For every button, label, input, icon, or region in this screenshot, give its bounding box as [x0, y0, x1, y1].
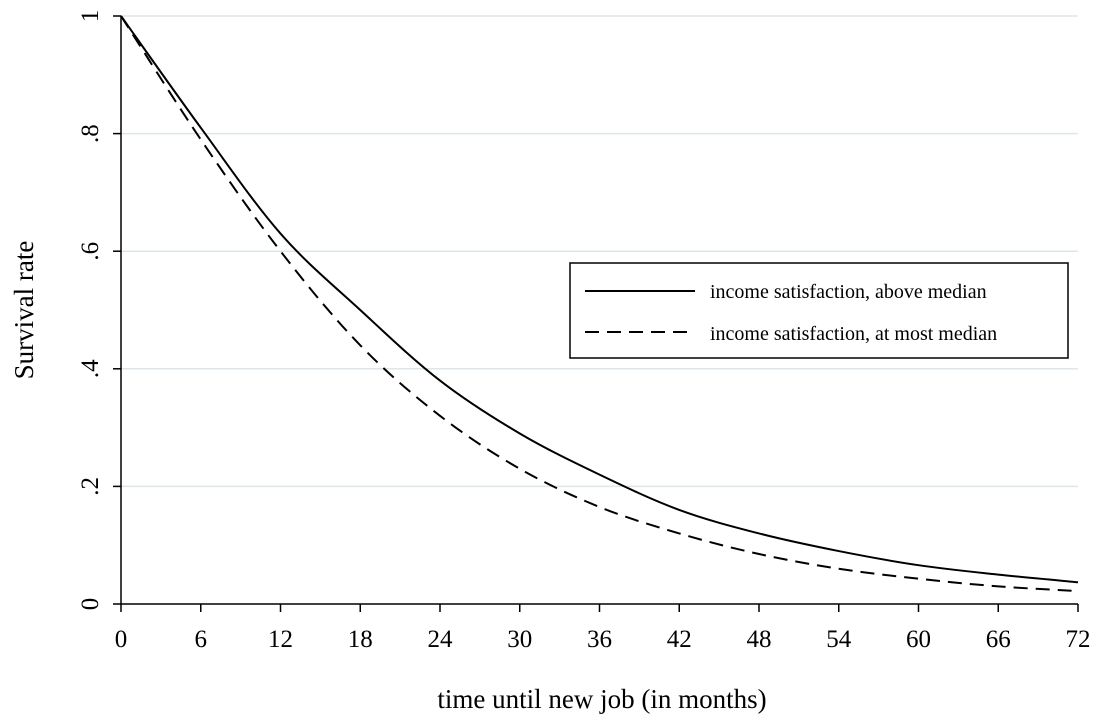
axes — [113, 15, 1079, 612]
y-tick-label-2: .4 — [77, 359, 104, 378]
x-axis-title: time until new job (in months) — [437, 684, 766, 714]
x-tick-label-9: 54 — [826, 626, 852, 653]
x-tick-label-12: 72 — [1066, 626, 1091, 653]
x-tick-label-3: 18 — [348, 626, 373, 653]
x-tick-label-4: 24 — [428, 626, 454, 653]
legend-box — [569, 262, 1069, 359]
x-tick-label-0: 0 — [115, 626, 128, 653]
x-tick-label-2: 12 — [268, 626, 293, 653]
x-tick-label-1: 6 — [195, 626, 208, 653]
x-tick-label-8: 48 — [747, 626, 772, 653]
legend-label-at-most-median: income satisfaction, at most median — [710, 323, 997, 345]
legend-label-above-median: income satisfaction, above median — [710, 281, 987, 303]
gridlines — [121, 15, 1078, 488]
series-line-at-most-median — [120, 15, 1079, 593]
legend: income satisfaction, above median income… — [569, 262, 1069, 359]
x-tick-label-6: 36 — [587, 626, 612, 653]
series-lines — [120, 15, 1079, 593]
y-axis-title: Survival rate — [9, 241, 39, 380]
y-tick-label-5: 1 — [77, 10, 104, 23]
x-tick-label-11: 66 — [986, 626, 1011, 653]
x-tick-label-10: 60 — [906, 626, 931, 653]
y-tick-label-3: .6 — [77, 242, 104, 261]
x-tick-label-5: 30 — [507, 626, 532, 653]
tick-labels: 0 6 12 18 24 30 36 42 48 54 60 66 72 0 .2 .4 .6 .8 1 — [77, 10, 1091, 653]
series-line-above-median — [120, 15, 1079, 584]
y-tick-label-0: 0 — [77, 598, 104, 611]
x-tick-label-7: 42 — [667, 626, 692, 653]
y-tick-label-1: .2 — [77, 477, 104, 496]
y-tick-label-4: .8 — [77, 124, 104, 143]
